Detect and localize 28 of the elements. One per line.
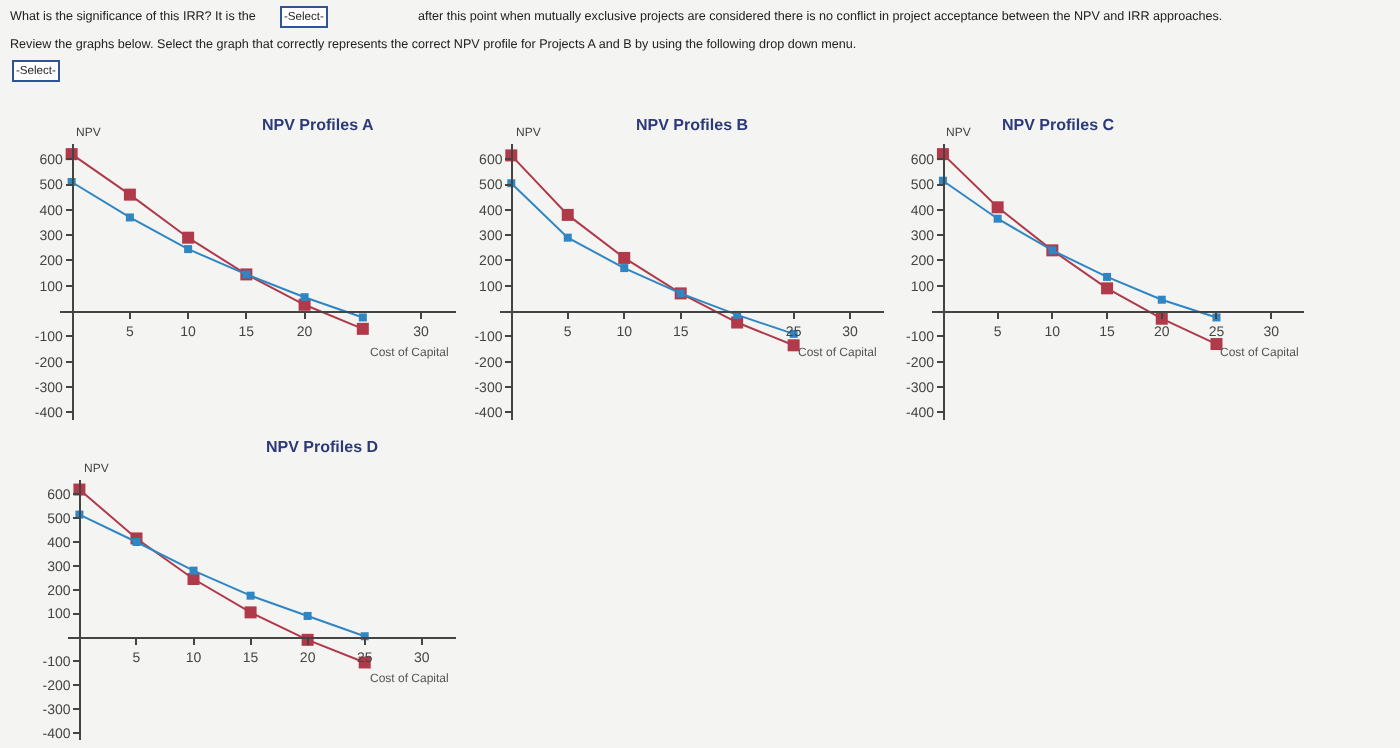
point bbox=[993, 214, 1002, 223]
point bbox=[125, 213, 134, 222]
point bbox=[356, 322, 369, 335]
point bbox=[991, 201, 1004, 214]
chart-title: NPV Profiles D bbox=[266, 438, 379, 456]
point bbox=[561, 208, 574, 221]
point bbox=[244, 606, 257, 619]
point bbox=[1155, 312, 1168, 325]
point bbox=[300, 293, 309, 302]
point bbox=[189, 566, 198, 575]
point bbox=[1101, 282, 1114, 295]
point bbox=[620, 264, 629, 273]
point bbox=[123, 188, 136, 201]
chart-title: NPV Profiles B bbox=[636, 116, 749, 134]
point bbox=[182, 231, 195, 244]
point bbox=[1103, 272, 1112, 281]
point bbox=[184, 245, 193, 254]
chart-title: NPV Profiles A bbox=[262, 116, 374, 134]
point bbox=[787, 339, 800, 352]
point bbox=[618, 251, 631, 264]
point bbox=[1210, 338, 1223, 351]
chart-title: NPV Profiles C bbox=[1002, 116, 1115, 134]
point bbox=[358, 313, 367, 322]
point bbox=[132, 538, 141, 547]
point bbox=[1157, 295, 1166, 304]
point bbox=[303, 611, 312, 620]
point bbox=[563, 233, 572, 242]
point bbox=[246, 591, 255, 600]
